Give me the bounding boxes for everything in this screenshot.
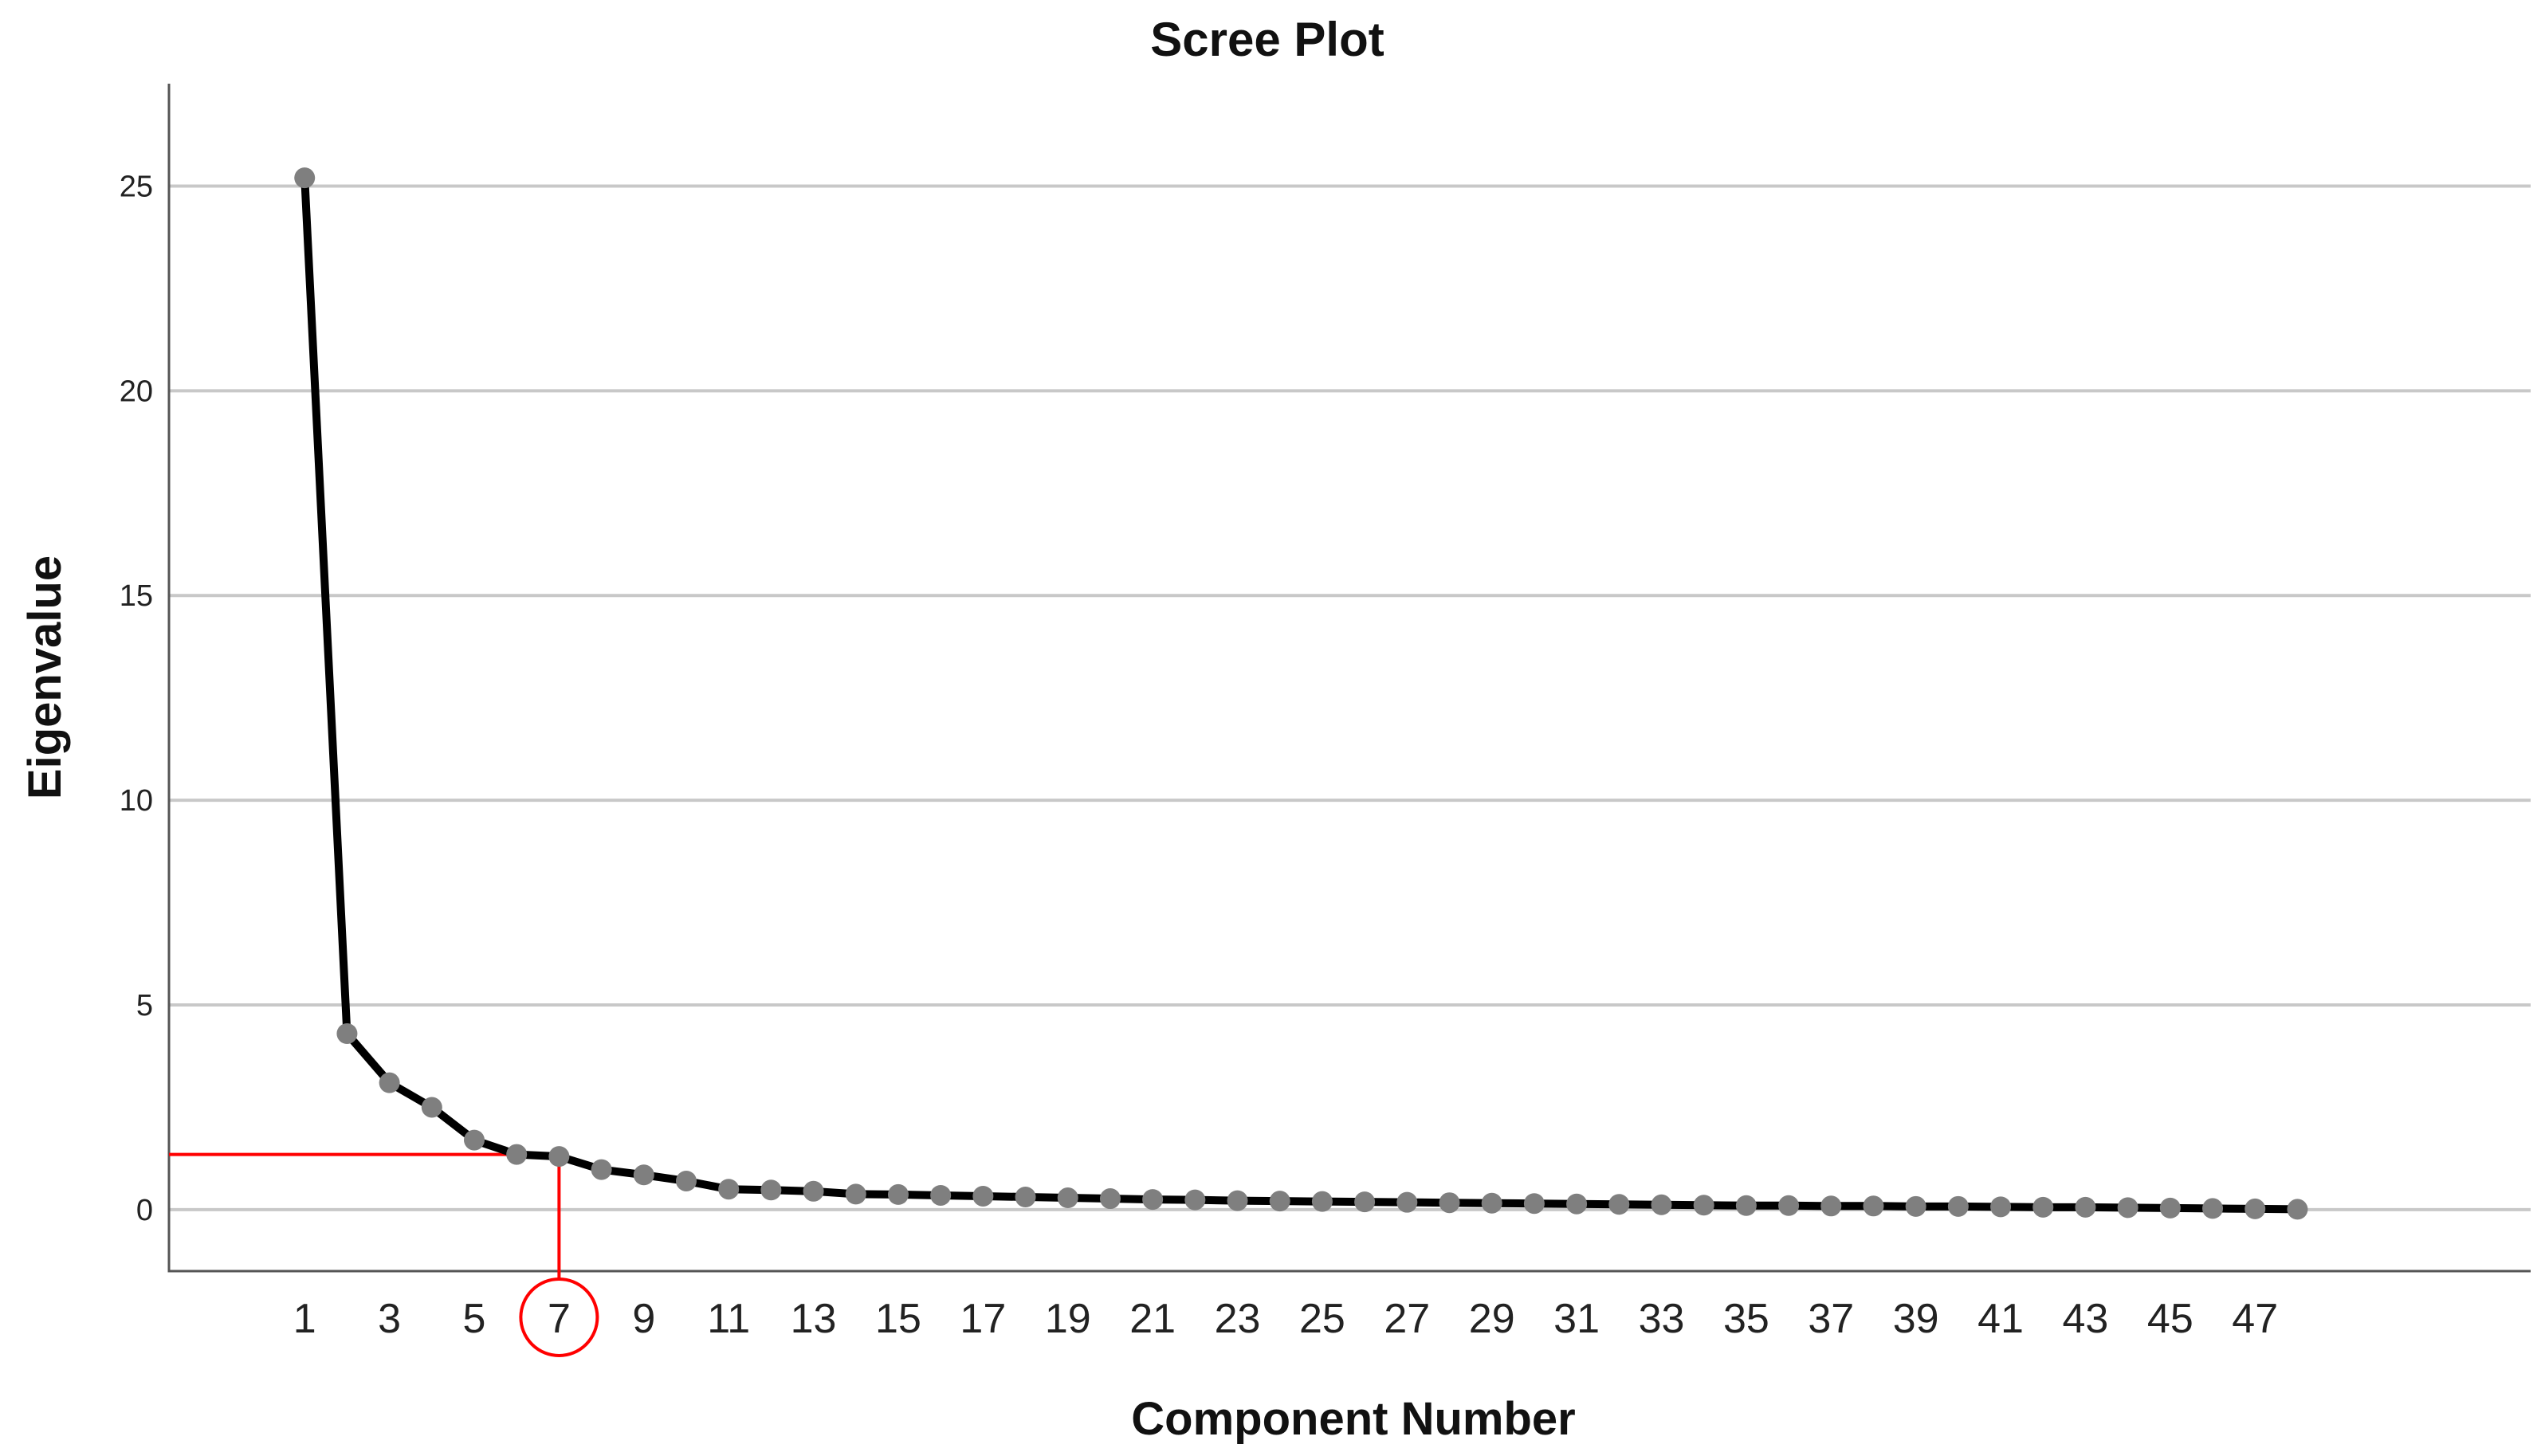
- x-tick-label-41: 41: [1977, 1296, 2024, 1342]
- data-point-11: [718, 1179, 740, 1200]
- data-point-15: [887, 1183, 909, 1205]
- data-point-46: [2202, 1198, 2224, 1219]
- axis-frame: [167, 84, 2531, 1273]
- y-tick-label-15: 15: [120, 579, 153, 613]
- data-point-5: [464, 1129, 485, 1151]
- data-point-24: [1269, 1191, 1290, 1212]
- x-tick-label-45: 45: [2147, 1296, 2193, 1342]
- data-point-30: [1523, 1193, 1545, 1215]
- x-tick-label-3: 3: [378, 1296, 401, 1342]
- data-point-3: [379, 1072, 400, 1093]
- data-point-20: [1099, 1188, 1121, 1210]
- y-tick-label-10: 10: [120, 784, 153, 818]
- data-point-14: [845, 1183, 866, 1205]
- x-tick-label-37: 37: [1808, 1296, 1854, 1342]
- x-tick-label-7: 7: [548, 1296, 571, 1342]
- x-tick-label-23: 23: [1215, 1296, 1261, 1342]
- data-point-38: [1863, 1195, 1884, 1217]
- data-point-12: [760, 1179, 782, 1201]
- data-point-18: [1015, 1187, 1036, 1208]
- x-axis-label: Component Number: [1131, 1393, 1575, 1445]
- cutoff-annotation: [169, 1152, 599, 1357]
- cutoff-circle: [519, 1277, 599, 1357]
- data-point-42: [2032, 1196, 2054, 1218]
- data-point-16: [930, 1184, 952, 1206]
- data-point-19: [1057, 1187, 1078, 1209]
- data-point-21: [1142, 1189, 1164, 1211]
- x-tick-label-11: 11: [707, 1296, 750, 1342]
- data-point-47: [2245, 1198, 2266, 1219]
- x-tick-label-39: 39: [1893, 1296, 1939, 1342]
- data-point-6: [506, 1144, 528, 1165]
- x-tick-label-19: 19: [1045, 1296, 1091, 1342]
- data-point-37: [1820, 1195, 1842, 1217]
- x-tick-label-15: 15: [875, 1296, 921, 1342]
- data-point-17: [972, 1185, 994, 1207]
- data-point-40: [1947, 1195, 1969, 1217]
- axes: [167, 84, 2531, 1273]
- data-point-9: [633, 1164, 654, 1186]
- data-point-34: [1693, 1195, 1714, 1216]
- series-line: [300, 174, 2302, 1214]
- gridlines: [169, 184, 2531, 1211]
- x-tick-label-21: 21: [1129, 1296, 1176, 1342]
- data-point-29: [1481, 1192, 1502, 1214]
- data-point-2: [336, 1023, 358, 1044]
- x-tick-label-47: 47: [2232, 1296, 2278, 1342]
- data-point-25: [1311, 1191, 1333, 1212]
- data-point-23: [1227, 1190, 1248, 1211]
- data-point-1: [294, 167, 316, 189]
- data-point-45: [2159, 1197, 2181, 1219]
- data-point-32: [1608, 1194, 1630, 1215]
- x-tick-label-25: 25: [1299, 1296, 1345, 1342]
- eigenvalue-series: [294, 167, 2308, 1220]
- y-tick-label-0: 0: [136, 1194, 153, 1227]
- x-tick-label-35: 35: [1723, 1296, 1769, 1342]
- data-point-36: [1778, 1195, 1800, 1216]
- x-tick-label-27: 27: [1384, 1296, 1430, 1342]
- data-point-27: [1396, 1191, 1418, 1213]
- x-tick-label-5: 5: [463, 1296, 486, 1342]
- x-tick-label-29: 29: [1469, 1296, 1515, 1342]
- data-point-31: [1566, 1193, 1588, 1215]
- y-tick-labels: 0 5 10 15 20 25: [120, 170, 153, 1226]
- data-point-44: [2117, 1197, 2139, 1219]
- y-tick-label-25: 25: [120, 170, 153, 203]
- data-point-28: [1439, 1192, 1460, 1214]
- data-point-4: [421, 1097, 442, 1118]
- data-point-39: [1905, 1195, 1926, 1217]
- y-tick-label-20: 20: [120, 375, 153, 408]
- x-tick-label-43: 43: [2063, 1296, 2109, 1342]
- data-point-26: [1354, 1191, 1376, 1213]
- data-point-8: [591, 1159, 612, 1180]
- x-tick-label-17: 17: [960, 1296, 1006, 1342]
- data-point-10: [675, 1170, 697, 1191]
- x-tick-label-9: 9: [632, 1296, 655, 1342]
- data-point-43: [2075, 1196, 2096, 1218]
- data-point-7: [548, 1146, 570, 1168]
- data-point-22: [1184, 1189, 1206, 1211]
- y-axis-label: Eigenvalue: [19, 555, 71, 799]
- x-tick-label-31: 31: [1553, 1296, 1600, 1342]
- data-point-48: [2287, 1199, 2308, 1220]
- x-tick-label-13: 13: [791, 1296, 837, 1342]
- x-tick-labels: 1 3 5 7 9 11 13 15 17 19 21 23 25 27 29 31 33 35 37 39 41 43 4…: [293, 1296, 2278, 1342]
- data-point-33: [1651, 1194, 1672, 1215]
- data-point-35: [1735, 1195, 1757, 1216]
- chart-title: Scree Plot: [1150, 13, 1384, 66]
- x-tick-label-1: 1: [293, 1296, 316, 1342]
- x-tick-label-33: 33: [1639, 1296, 1685, 1342]
- data-point-13: [803, 1180, 824, 1202]
- y-tick-label-5: 5: [136, 989, 153, 1022]
- data-point-41: [1990, 1196, 2012, 1218]
